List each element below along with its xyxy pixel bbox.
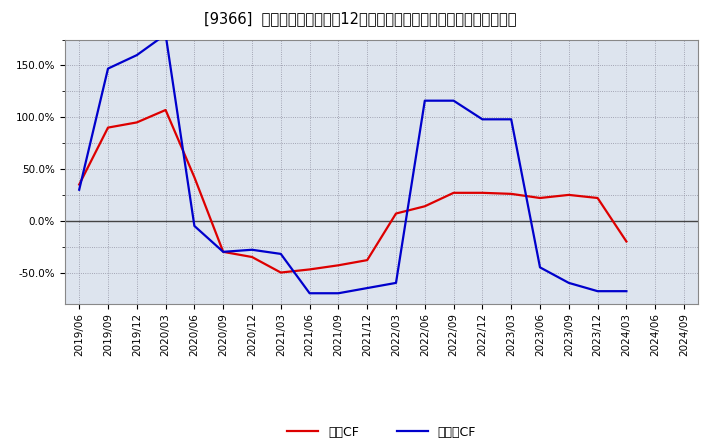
営業CF — [363, 257, 372, 263]
Line: フリーCF: フリーCF — [79, 34, 626, 293]
営業CF — [248, 254, 256, 260]
営業CF — [420, 204, 429, 209]
フリーCF — [622, 289, 631, 294]
営業CF — [564, 192, 573, 198]
営業CF — [305, 267, 314, 272]
営業CF — [478, 190, 487, 195]
フリーCF — [248, 247, 256, 253]
フリーCF — [478, 117, 487, 122]
Line: 営業CF: 営業CF — [79, 110, 626, 272]
営業CF — [75, 182, 84, 187]
Text: [9366]  キャッシュフローの12か月移動合計の対前年同期増減率の推移: [9366] キャッシュフローの12か月移動合計の対前年同期増減率の推移 — [204, 11, 516, 26]
フリーCF — [161, 32, 170, 37]
営業CF — [276, 270, 285, 275]
営業CF — [593, 195, 602, 201]
営業CF — [507, 191, 516, 197]
フリーCF — [132, 52, 141, 58]
フリーCF — [104, 66, 112, 71]
フリーCF — [190, 224, 199, 229]
Legend: 営業CF, フリーCF: 営業CF, フリーCF — [282, 421, 481, 440]
営業CF — [104, 125, 112, 130]
フリーCF — [334, 290, 343, 296]
営業CF — [622, 239, 631, 244]
フリーCF — [593, 289, 602, 294]
営業CF — [449, 190, 458, 195]
フリーCF — [305, 290, 314, 296]
フリーCF — [536, 265, 544, 270]
営業CF — [392, 211, 400, 216]
営業CF — [161, 107, 170, 113]
営業CF — [132, 120, 141, 125]
フリーCF — [564, 280, 573, 286]
フリーCF — [420, 98, 429, 103]
フリーCF — [75, 187, 84, 192]
フリーCF — [507, 117, 516, 122]
フリーCF — [449, 98, 458, 103]
フリーCF — [219, 249, 228, 254]
フリーCF — [363, 286, 372, 291]
営業CF — [536, 195, 544, 201]
フリーCF — [392, 280, 400, 286]
営業CF — [219, 249, 228, 254]
営業CF — [190, 175, 199, 180]
営業CF — [334, 263, 343, 268]
フリーCF — [276, 251, 285, 257]
